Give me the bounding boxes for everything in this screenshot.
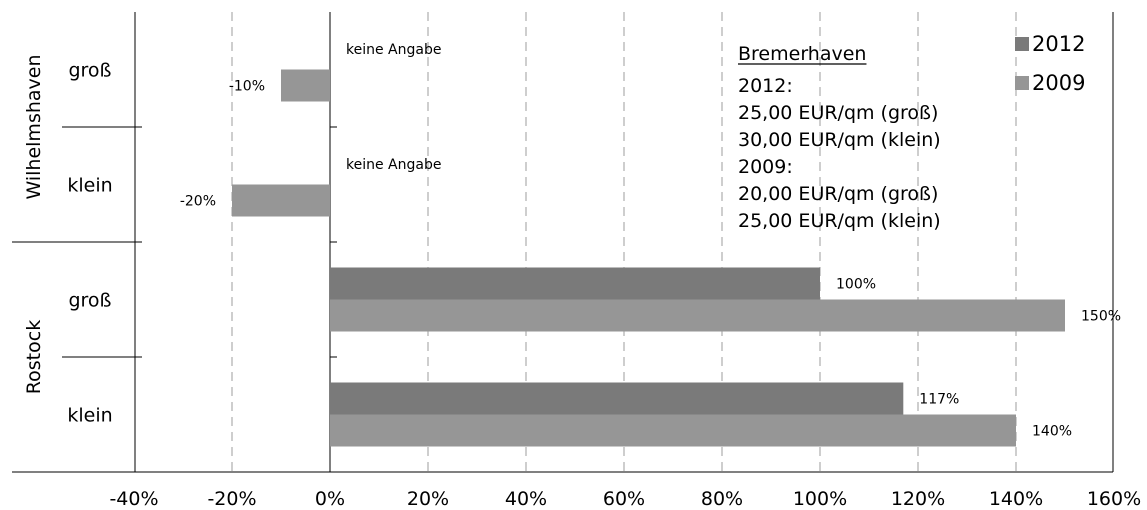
x-tick-label: 100%	[793, 488, 847, 510]
x-tick-label: 80%	[701, 488, 743, 510]
x-tick-label: 120%	[891, 488, 945, 510]
category-label: groß	[68, 290, 111, 312]
data-label: 140%	[1032, 424, 1072, 440]
group-label: Rostock	[23, 320, 45, 394]
info-box-line: 25,00 EUR/qm (groß)	[738, 102, 938, 124]
group-label: Wilhelmshaven	[23, 54, 45, 199]
bar-2009	[232, 184, 330, 217]
info-box-title: Bremerhaven	[738, 43, 866, 65]
data-label: 150%	[1081, 309, 1121, 325]
info-box-line: 2012:	[738, 75, 793, 97]
bars-layer	[232, 69, 1065, 447]
data-label: -10%	[229, 79, 265, 95]
x-tick-label: 20%	[407, 488, 449, 510]
data-label: 100%	[836, 277, 876, 293]
data-label: 117%	[919, 392, 959, 408]
category-label: groß	[68, 60, 111, 82]
info-box-line: 30,00 EUR/qm (klein)	[738, 129, 941, 151]
bar-2009	[330, 299, 1065, 332]
bar-2012	[330, 267, 820, 300]
annotation-text: keine Angabe	[346, 157, 441, 173]
info-box-line: 25,00 EUR/qm (klein)	[738, 210, 941, 232]
annotation-text: keine Angabe	[346, 42, 441, 58]
x-tick-label: -20%	[207, 488, 256, 510]
legend-swatch-2012	[1015, 37, 1029, 51]
data-label: -20%	[180, 194, 216, 210]
info-box-line: 20,00 EUR/qm (groß)	[738, 183, 938, 205]
info-box-line: 2009:	[738, 156, 793, 178]
x-tick-label: 60%	[603, 488, 645, 510]
legend-label-2012: 2012	[1032, 32, 1085, 56]
category-label: klein	[67, 175, 112, 197]
x-axis: -40% -20% 0% 20% 40% 60% 80% 100% 120% 140% 160%	[109, 488, 1141, 510]
legend-swatch-2009	[1015, 76, 1029, 90]
grid-layer	[231, 12, 1017, 472]
labels-layer: -10% keine Angabe -20% keine Angabe 100% 150%…	[180, 42, 1121, 440]
category-label: klein	[67, 405, 112, 427]
x-tick-label: 140%	[989, 488, 1043, 510]
legend-label-2009: 2009	[1032, 71, 1085, 95]
x-tick-label: 0%	[315, 488, 345, 510]
x-tick-label: 160%	[1087, 488, 1141, 510]
bar-2009	[330, 414, 1016, 447]
bar-2012	[330, 382, 904, 415]
bar-2009	[281, 69, 330, 102]
x-tick-label: -40%	[109, 488, 158, 510]
category-axis: groß klein groß klein Wilhelmshaven Rostock	[12, 54, 337, 427]
x-tick-label: 40%	[505, 488, 547, 510]
info-box: Bremerhaven 2012: 25,00 EUR/qm (groß) 30,00…	[738, 43, 941, 232]
legend: 2012 2009	[1015, 32, 1085, 95]
